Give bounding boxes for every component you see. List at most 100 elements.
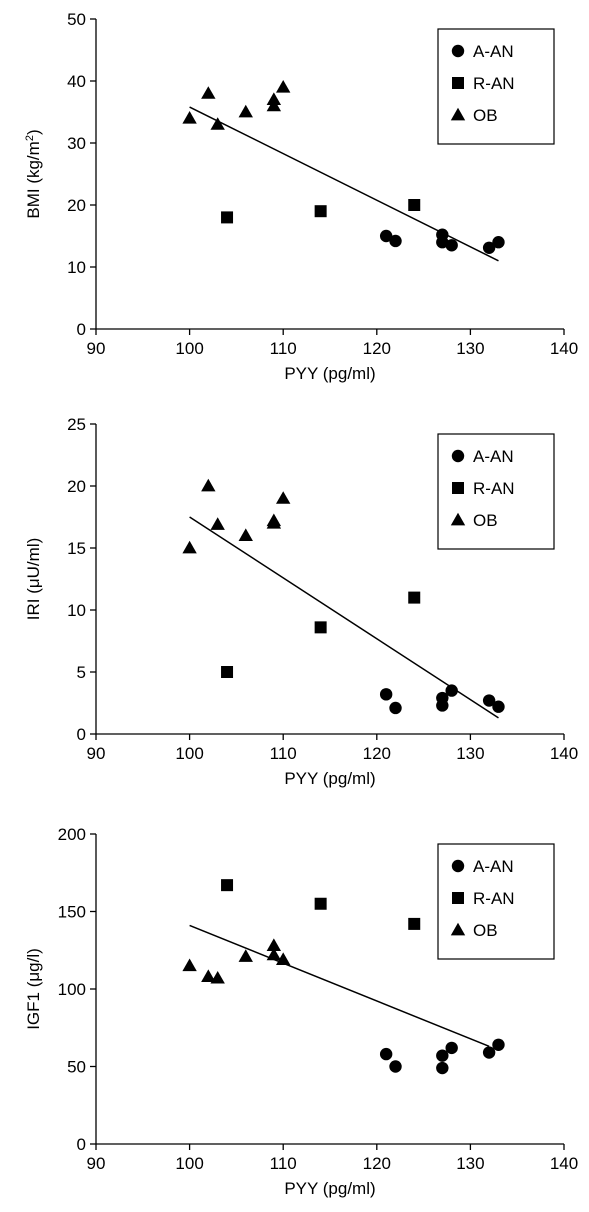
- data-point-ob: [210, 117, 225, 130]
- x-axis-label: PYY (pg/ml): [284, 769, 375, 788]
- legend-marker-ob: [450, 107, 466, 121]
- x-tick-label: 140: [550, 1154, 578, 1173]
- data-point-ob: [276, 80, 291, 93]
- data-point-r-an: [314, 205, 327, 218]
- x-tick-label: 120: [363, 339, 391, 358]
- data-point-r-an: [221, 879, 234, 892]
- data-point-a-an: [389, 234, 402, 248]
- legend-marker-ob: [450, 922, 466, 936]
- x-tick-label: 120: [363, 744, 391, 763]
- y-tick-label: 150: [58, 903, 86, 922]
- legend-label-a-an: A-AN: [473, 42, 514, 61]
- x-tick-label: 100: [175, 744, 203, 763]
- x-tick-label: 130: [456, 1154, 484, 1173]
- legend: A-AN R-AN OB: [437, 433, 555, 550]
- y-tick-label: 20: [67, 477, 86, 496]
- legend-label-ob: OB: [473, 511, 498, 530]
- trend-line: [189, 924, 490, 1048]
- y-tick-label: 10: [67, 258, 86, 277]
- x-tick-label: 130: [456, 744, 484, 763]
- legend-marker-r-an: [452, 482, 464, 494]
- data-point-ob: [201, 86, 216, 99]
- y-tick-label: 100: [58, 980, 86, 999]
- data-point-ob: [238, 104, 253, 118]
- legend-marker-r-an: [452, 892, 464, 904]
- data-point-r-an: [221, 211, 234, 224]
- data-point-ob: [266, 516, 282, 529]
- data-point-a-an: [436, 236, 449, 249]
- y-axis-label: IRI (μU/ml): [24, 538, 43, 621]
- data-point-r-an: [408, 199, 421, 211]
- y-tick-label: 40: [67, 72, 86, 91]
- data-point-r-an: [221, 666, 234, 678]
- legend-marker-ob: [450, 512, 466, 526]
- legend-label-r-an: R-AN: [473, 479, 515, 498]
- chart-panel-3: 0 50 100 150 200 90 100 110 120 130 140 PYY (pg/ml)…: [24, 825, 578, 1198]
- y-axis-label: IGF1 (μg/l): [24, 948, 43, 1030]
- x-axis-label: PYY (pg/ml): [284, 1179, 375, 1198]
- data-point-ob: [201, 478, 216, 492]
- data-point-a-an: [379, 229, 393, 243]
- data-point-ob: [210, 970, 225, 984]
- data-point-r-an: [408, 917, 421, 930]
- x-tick-label: 120: [363, 1154, 391, 1173]
- data-point-ob: [182, 958, 197, 972]
- data-point-ob: [182, 111, 197, 124]
- data-point-r-an: [314, 897, 327, 910]
- legend: A-AN R-AN OB: [437, 843, 555, 960]
- legend-label-r-an: R-AN: [473, 889, 515, 908]
- data-point-a-an: [379, 688, 393, 701]
- data-point-r-an: [314, 621, 327, 634]
- data-point-ob: [238, 949, 253, 962]
- x-tick-label: 90: [87, 1154, 106, 1173]
- y-tick-label: 50: [67, 1058, 86, 1077]
- data-point-a-an: [389, 701, 402, 715]
- x-tick-label: 140: [550, 339, 578, 358]
- legend-marker-a-an: [451, 449, 465, 463]
- legend-label-r-an: R-AN: [473, 74, 515, 93]
- data-point-a-an: [482, 241, 496, 254]
- data-point-a-an: [482, 694, 496, 707]
- data-point-a-an: [445, 239, 458, 252]
- legend-marker-a-an: [451, 44, 465, 58]
- data-point-ob: [276, 952, 291, 965]
- legend-marker-a-an: [451, 859, 465, 873]
- legend-label-a-an: A-AN: [473, 447, 514, 466]
- y-tick-label: 30: [67, 134, 86, 153]
- x-tick-label: 140: [550, 744, 578, 763]
- x-tick-label: 110: [270, 744, 297, 763]
- y-tick-label: 200: [58, 825, 86, 844]
- data-point-a-an: [445, 1041, 458, 1055]
- y-axis-label: BMI (kg/m2): [24, 129, 43, 218]
- chart-panel-2: 0 5 10 15 20 25 90 100 110 120 130 140 PYY (pg/ml) IR…: [24, 415, 578, 788]
- x-tick-label: 110: [270, 339, 297, 358]
- trend-line: [189, 516, 499, 719]
- y-tick-label: 25: [67, 415, 86, 434]
- x-axis-label: PYY (pg/ml): [284, 364, 375, 383]
- data-point-ob: [266, 938, 282, 951]
- x-tick-label: 130: [456, 339, 484, 358]
- y-tick-label: 15: [67, 539, 86, 558]
- data-point-ob: [182, 540, 197, 554]
- data-point-ob: [266, 98, 282, 112]
- y-tick-label: 0: [77, 1135, 86, 1154]
- data-point-ob: [266, 947, 282, 961]
- data-point-a-an: [482, 1046, 496, 1059]
- legend-label-a-an: A-AN: [473, 857, 514, 876]
- y-tick-label: 20: [67, 196, 86, 215]
- data-point-a-an: [492, 236, 505, 249]
- data-point-a-an: [445, 684, 458, 697]
- y-tick-label: 0: [77, 725, 86, 744]
- data-point-a-an: [389, 1060, 402, 1073]
- data-point-a-an: [436, 1049, 449, 1062]
- data-point-a-an: [492, 1038, 505, 1052]
- data-point-ob: [238, 528, 253, 541]
- data-point-a-an: [492, 700, 505, 713]
- data-point-a-an: [436, 699, 449, 712]
- data-point-a-an: [436, 1061, 449, 1075]
- legend-label-ob: OB: [473, 106, 498, 125]
- x-tick-label: 100: [175, 1154, 203, 1173]
- x-tick-label: 90: [87, 744, 106, 763]
- data-point-ob: [201, 969, 216, 982]
